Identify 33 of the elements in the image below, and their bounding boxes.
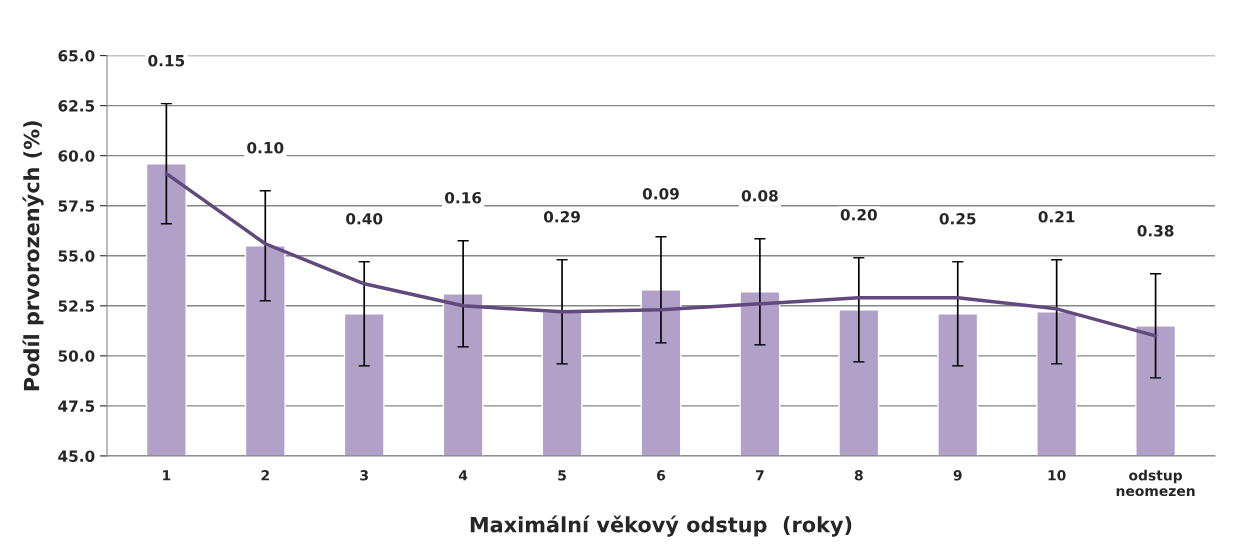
annotation: 0.21: [1038, 210, 1075, 223]
annotation: 0.25: [939, 212, 976, 225]
annotation: 0.10: [247, 141, 284, 154]
x-tick-label: 4: [458, 470, 468, 481]
x-tick-label: 5: [558, 470, 566, 481]
y-tick-label: 45.0: [58, 450, 95, 462]
x-tick-label: 7: [755, 470, 764, 481]
y-tick-label: 55.0: [58, 250, 95, 262]
y-tick-label: 47.5: [58, 400, 95, 412]
x-axis-title: Maximální věkový odstup (roky): [470, 515, 852, 537]
y-tick-label: 65.0: [58, 50, 95, 62]
annotation: 0.09: [642, 187, 679, 200]
y-tick-label: 52.5: [58, 300, 95, 312]
x-tick-label: 10: [1048, 470, 1066, 481]
y-tick-label: 50.0: [58, 350, 95, 362]
x-tick-label: 8: [854, 470, 863, 481]
x-tick-label: 3: [360, 470, 368, 481]
y-tick-label: 62.5: [58, 100, 95, 112]
annotation: 0.38: [1137, 224, 1174, 237]
y-tick-label: 60.0: [58, 150, 95, 162]
annotation: 0.15: [148, 54, 185, 67]
y-axis-title: Podíl prvorozených (%): [22, 121, 44, 391]
annotation: 0.08: [741, 189, 778, 202]
annotation: 0.16: [445, 191, 482, 204]
y-tick-label: 57.5: [58, 200, 95, 212]
x-tick-label: 9: [953, 470, 962, 481]
x-tick-label: odstup neomezen: [1116, 469, 1195, 497]
annotation: 0.40: [346, 212, 383, 225]
x-tick-label: 1: [163, 470, 171, 481]
annotation: 0.29: [543, 210, 580, 223]
annotation: 0.20: [840, 208, 877, 221]
x-tick-label: 6: [657, 470, 666, 481]
x-tick-label: 2: [261, 470, 269, 481]
